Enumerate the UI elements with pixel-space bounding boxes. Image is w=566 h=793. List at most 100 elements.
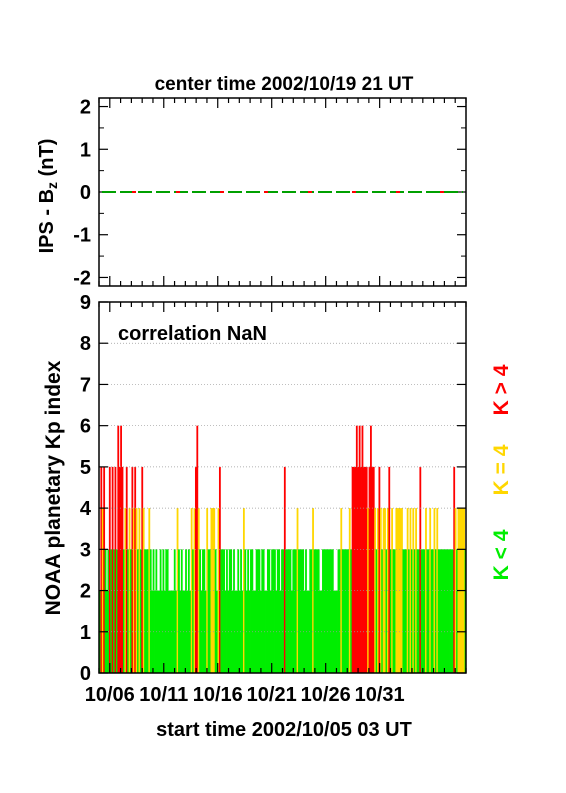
bz-y-tick-label: -2: [73, 267, 91, 289]
kp-y-tick-label: 5: [80, 457, 91, 479]
kp-bar: [262, 549, 265, 673]
kp-bar: [423, 549, 426, 673]
kp-x-tick-label: 10/06: [85, 684, 135, 706]
legend-label: K = 4: [490, 444, 513, 495]
kp-bar: [261, 549, 264, 673]
kp-bar: [130, 549, 132, 673]
kp-bar: [343, 549, 346, 673]
kp-bar: [132, 508, 135, 673]
kp-bar: [449, 549, 451, 673]
kp-bar: [358, 425, 361, 673]
kp-bar: [169, 590, 172, 673]
kp-bar: [285, 549, 288, 673]
kp-bar: [415, 508, 417, 673]
kp-bar: [244, 549, 247, 673]
kp-bar: [202, 549, 204, 673]
kp-bar: [368, 466, 371, 673]
kp-bar: [305, 549, 307, 673]
kp-bar: [209, 549, 211, 673]
kp-bar: [292, 549, 295, 673]
kp-bar: [355, 425, 358, 673]
kp-bar: [230, 549, 233, 673]
kp-bar: [233, 549, 235, 673]
kp-bar: [194, 466, 197, 673]
kp-bar: [272, 549, 275, 673]
kp-bar: [439, 549, 441, 673]
kp-bar: [168, 590, 170, 673]
kp-bar: [223, 549, 226, 673]
kp-bar: [131, 466, 134, 673]
kp-x-tick-label: 10/26: [301, 684, 351, 706]
kp-bar: [187, 549, 190, 673]
kp-y-tick-label: 0: [80, 663, 91, 685]
bz-y-tick-labels: 2 1 0 -1 -2: [73, 97, 91, 290]
kp-bar: [370, 425, 372, 673]
kp-bar: [302, 549, 305, 673]
kp-bar: [317, 549, 320, 673]
kp-x-tick-label: 10/31: [355, 684, 405, 706]
kp-y-tick-label: 9: [80, 292, 91, 314]
kp-bar: [145, 549, 148, 673]
kp-bar: [107, 549, 110, 673]
kp-bar: [186, 590, 189, 673]
kp-bar: [316, 549, 319, 673]
kp-bar: [298, 549, 300, 673]
kp-bar: [454, 508, 457, 673]
kp-bar: [159, 549, 162, 673]
legend-label: K > 4: [490, 364, 513, 415]
kp-bar: [412, 508, 415, 673]
kp-bar: [185, 549, 187, 673]
bz-y-tick-label: 2: [80, 97, 91, 119]
kp-bar: [276, 549, 279, 673]
kp-bar: [240, 549, 242, 673]
kp-bar: [138, 508, 141, 673]
kp-bar: [364, 466, 367, 673]
kp-bar: [211, 508, 214, 673]
kp-bar: [117, 425, 120, 673]
kp-bar: [443, 549, 446, 673]
kp-bar: [268, 549, 271, 673]
kp-bar: [121, 466, 124, 673]
legend-label: K < 4: [490, 529, 513, 580]
kp-bar: [394, 549, 396, 673]
kp-bar: [252, 590, 255, 673]
kp-bar: [216, 590, 218, 673]
kp-bar: [193, 508, 196, 673]
kp-bar: [420, 549, 423, 673]
kp-x-tick-label: 10/21: [247, 684, 297, 706]
bz-y-tick-label: -1: [73, 225, 91, 247]
kp-bar: [180, 549, 183, 673]
kp-bar: [173, 549, 176, 673]
kp-bar: [135, 508, 138, 673]
kp-bar: [288, 549, 290, 673]
kp-bar: [141, 466, 144, 673]
kp-bar: [331, 549, 334, 673]
kp-legend: K < 4 K = 4 K > 4: [490, 364, 513, 580]
kp-bar: [228, 549, 231, 673]
kp-bar: [231, 590, 234, 673]
kp-bar: [323, 549, 326, 673]
kp-bar: [388, 466, 391, 673]
kp-bar: [283, 466, 286, 673]
kp-bar: [444, 549, 447, 673]
kp-bar: [142, 508, 145, 673]
kp-bar: [309, 549, 312, 673]
kp-bar: [416, 549, 419, 673]
correlation-annotation: correlation NaN: [118, 323, 267, 345]
kp-x-tick-label: 10/16: [193, 684, 243, 706]
kp-bar: [149, 549, 152, 673]
kp-bar: [274, 549, 276, 673]
kp-y-tick-label: 1: [80, 622, 91, 644]
kp-bar: [115, 549, 118, 673]
kp-bar: [144, 549, 146, 673]
kp-bar: [257, 549, 259, 673]
kp-bar: [258, 549, 261, 673]
kp-bar: [300, 549, 303, 673]
kp-bar: [338, 549, 341, 673]
kp-bar: [384, 508, 386, 673]
kp-bar: [353, 466, 355, 673]
kp-bar: [289, 549, 292, 673]
kp-bar: [217, 508, 220, 673]
kp-y-tick-label: 8: [80, 333, 91, 355]
kp-bar: [391, 508, 393, 673]
